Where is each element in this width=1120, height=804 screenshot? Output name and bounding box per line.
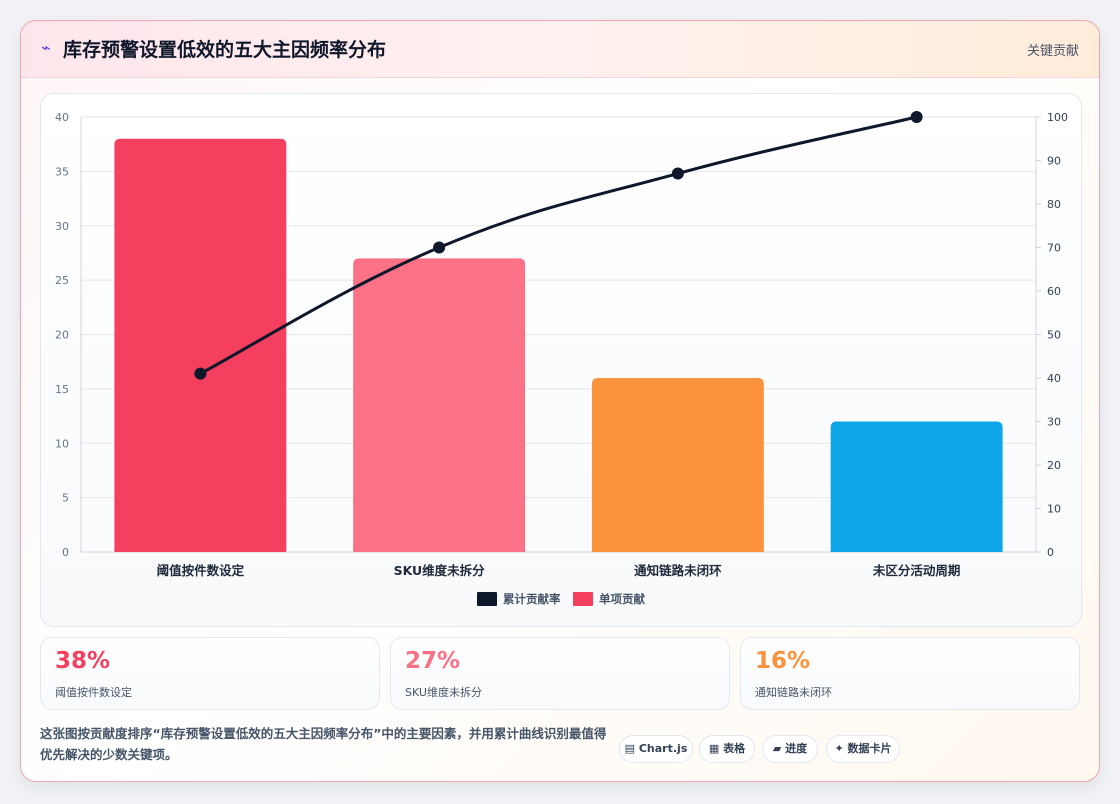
chip-label: 进度 [785,742,808,755]
stat-label: SKU维度未拆分 [405,686,482,699]
chip-data-card[interactable]: ✦ 数据卡片 [826,735,900,763]
stat-card: 16% 通知链路未闭环 [740,637,1080,710]
x-tick-label: 通知链路未闭环 [634,563,722,578]
y-left-tick-label: 35 [55,165,69,178]
card-icon: ✦ [834,742,844,755]
legend-label: 单项贡献 [599,592,645,606]
stat-value: 38% [55,648,111,674]
stat-value: 27% [405,648,461,674]
chart-description: 这张图按贡献度排序“库存预警设置低效的五大主因频率分布”中的主要因素，并用累计曲… [40,726,607,762]
chart-title: 库存预警设置低效的五大主因频率分布 [63,39,387,61]
chip-label: 数据卡片 [847,742,892,755]
y-left-tick-label: 25 [55,274,69,287]
chip-label: 表格 [723,742,746,755]
stat-label: 通知链路未闭环 [755,686,832,699]
x-tick-label: SKU维度未拆分 [394,563,486,578]
y-right-tick-label: 60 [1047,285,1061,298]
y-left-tick-label: 20 [55,329,69,342]
x-tick-label: 未区分活动周期 [872,563,961,578]
legend-label: 累计贡献率 [503,592,561,606]
legend-swatch-line [477,592,497,606]
y-right-tick-label: 70 [1047,242,1061,255]
chart-panel: 0 5 10 15 20 25 30 35 40 0 10 20 30 40 50 60 70 80 90 100 阈值… [40,93,1082,627]
cumulative-point [671,167,684,180]
y-right-tick-label: 80 [1047,198,1061,211]
chip-progress[interactable]: ▰ 进度 [762,735,818,763]
chart-card: ⌁ 库存预警设置低效的五大主因频率分布 关键贡献 0 5 10 15 20 25 30 35 4… [20,20,1100,782]
y-left-tick-label: 30 [55,220,69,233]
chart-icon: ▤ [624,742,636,755]
key-contribution-link[interactable]: 关键贡献 [1026,44,1079,59]
progress-icon: ▰ [772,742,782,755]
y-right-tick-label: 10 [1047,503,1061,516]
y-right-tick-label: 30 [1047,416,1061,429]
lightning-icon: ⌁ [41,38,51,57]
y-right-tick-label: 100 [1047,111,1068,124]
y-left-tick-label: 5 [62,492,69,505]
x-tick-label: 阈值按件数设定 [157,563,245,578]
chip-chartjs[interactable]: ▤ Chart.js [619,735,693,763]
y-left-tick-label: 0 [62,546,69,559]
pareto-chart: 0 5 10 15 20 25 30 35 40 0 10 20 30 40 50 60 70 80 90 100 阈值… [55,111,1068,606]
y-right-tick-label: 90 [1047,155,1061,168]
cumulative-point [194,367,207,380]
chip-table[interactable]: ▦ 表格 [699,735,755,763]
stat-card: 38% 阈值按件数设定 [40,637,380,710]
y-right-tick-label: 40 [1047,372,1061,385]
y-right-tick-label: 0 [1047,546,1054,559]
bar [591,378,764,552]
cumulative-line [199,115,917,375]
chip-label: Chart.js [638,742,688,755]
stat-value: 16% [755,648,811,674]
cumulative-point [910,111,923,123]
y-left-tick-label: 10 [55,437,69,450]
y-right-tick-label: 50 [1047,329,1061,342]
bar [830,421,1003,552]
card-header: ⌁ 库存预警设置低效的五大主因频率分布 关键贡献 [21,21,1099,78]
stat-card: 27% SKU维度未拆分 [390,637,730,710]
table-icon: ▦ [708,742,720,755]
stat-label: 阈值按件数设定 [55,686,132,699]
bar [114,138,287,552]
y-right-tick-label: 20 [1047,459,1061,472]
y-left-tick-label: 15 [55,383,69,396]
cumulative-point [433,241,446,254]
bar [353,258,526,552]
legend-swatch-bar [573,592,593,606]
y-left-tick-label: 40 [55,111,69,124]
